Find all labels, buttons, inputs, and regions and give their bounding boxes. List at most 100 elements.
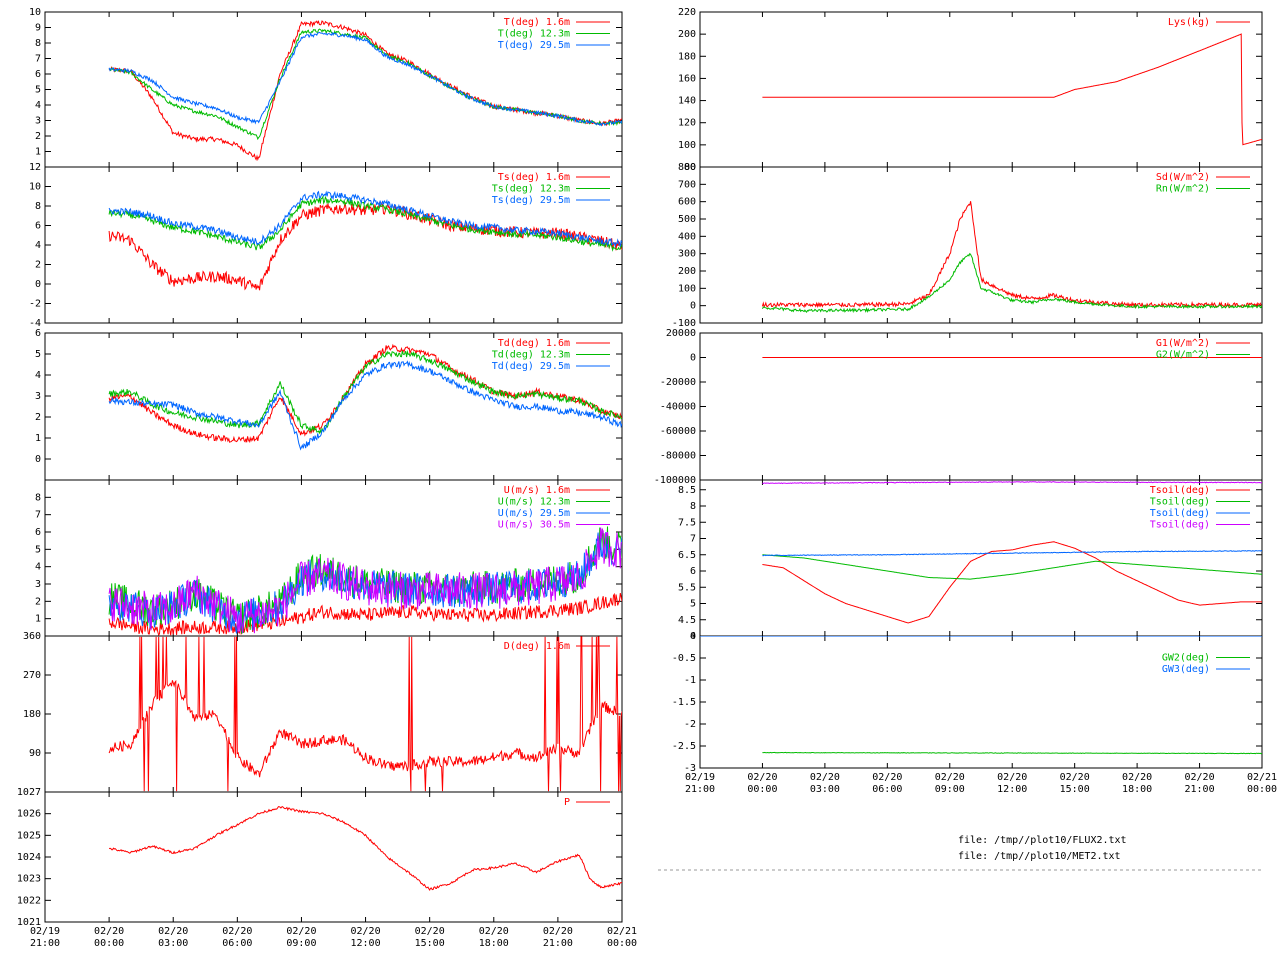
y-tick-label: 4.5 [678, 615, 696, 626]
x-tick-date: 02/20 [1185, 772, 1215, 783]
y-tick-label: 8 [35, 201, 41, 212]
y-tick-label: 6 [35, 527, 41, 538]
x-tick-date: 02/20 [479, 926, 509, 937]
panel-temp: 1 2 3 4 5 6 7 8 9 10 T(deg) 1.6mT(deg) 12.3mT(deg)… [29, 7, 623, 168]
series-line-wind-2 [108, 531, 622, 634]
legend-label: Tsoil(deg) [1150, 508, 1210, 519]
y-tick-label: 100 [678, 283, 696, 294]
y-tick-label: 160 [678, 73, 696, 84]
y-tick-label: 4 [35, 370, 41, 381]
y-tick-label: 80 [684, 162, 696, 173]
panel-lys: 80 100 120 140 160 180 200 220 Lys(kg) [678, 7, 1263, 173]
y-tick-label: 7 [35, 510, 41, 521]
y-tick-label: 120 [678, 118, 696, 129]
series-line-lys-0 [762, 33, 1262, 146]
y-tick-label: 1 [35, 614, 41, 625]
series-line-pressure-0 [108, 806, 622, 891]
legend-label: T(deg) 29.5m [498, 40, 570, 51]
y-tick-label: -40000 [660, 402, 696, 413]
legend-label: GW3(deg) [1162, 664, 1210, 675]
x-tick-time: 21:00 [30, 938, 60, 949]
series-line-wind-0 [108, 592, 622, 636]
y-tick-label: 0 [690, 631, 696, 642]
y-tick-label: 5 [35, 349, 41, 360]
y-tick-label: 4 [35, 100, 41, 111]
y-tick-label: 360 [23, 631, 41, 642]
legend-label: Td(deg) 1.6m [498, 338, 570, 349]
y-tick-label: 3 [35, 579, 41, 590]
y-tick-label: 1025 [17, 830, 41, 841]
y-tick-label: 1026 [17, 809, 41, 820]
series-line-td-2 [108, 360, 622, 451]
y-tick-label: -100000 [654, 475, 696, 486]
y-tick-label: 4 [35, 240, 41, 251]
legend-label: U(m/s) 30.5m [498, 520, 570, 531]
series-line-rad-1 [761, 252, 1262, 314]
y-tick-label: 180 [23, 709, 41, 720]
x-tick-date: 02/20 [935, 772, 965, 783]
series-line-ts-0 [108, 201, 622, 291]
y-tick-label: 5 [35, 544, 41, 555]
y-tick-label: 3 [35, 391, 41, 402]
y-tick-label: 2 [35, 596, 41, 607]
y-tick-label: 800 [678, 162, 696, 173]
panel-dir: 90 180 270 360 D(deg) 1.6m [23, 631, 623, 793]
x-tick-time: 06:00 [872, 784, 902, 795]
series-line-td-1 [108, 349, 622, 435]
y-tick-label: 8 [35, 38, 41, 49]
y-tick-label: -100 [672, 318, 696, 329]
file-note-flux: file: /tmp//plot10/FLUX2.txt [958, 835, 1127, 846]
series-line-temp-2 [108, 31, 622, 127]
legend-label: GW2(deg) [1162, 653, 1210, 664]
x-tick-date: 02/20 [351, 926, 381, 937]
y-tick-label: 2 [35, 412, 41, 423]
y-tick-label: 600 [678, 197, 696, 208]
x-tick-time: 12:00 [997, 784, 1027, 795]
y-tick-label: -80000 [660, 451, 696, 462]
x-tick-date: 02/20 [94, 926, 124, 937]
legend-label: Tsoil(deg) [1150, 485, 1210, 496]
x-tick-date: 02/21 [1247, 772, 1277, 783]
panel-frame [44, 635, 623, 793]
y-tick-label: 2 [35, 131, 41, 142]
x-tick-time: 09:00 [286, 938, 316, 949]
x-axis-left: 02/1921:0002/2000:0002/2003:0002/2006:00… [30, 926, 637, 949]
x-tick-date: 02/20 [810, 772, 840, 783]
y-tick-label: 220 [678, 7, 696, 18]
legend-label: G1(W/m^2) [1156, 338, 1210, 349]
y-tick-label: -2 [684, 719, 696, 730]
x-tick-time: 00:00 [747, 784, 777, 795]
y-tick-label: 0 [690, 301, 696, 312]
x-tick-time: 18:00 [479, 938, 509, 949]
y-tick-label: 5 [690, 599, 696, 610]
legend-label: T(deg) 12.3m [498, 29, 570, 40]
x-tick-time: 06:00 [222, 938, 252, 949]
y-tick-label: -20000 [660, 377, 696, 388]
x-tick-time: 21:00 [1185, 784, 1215, 795]
y-tick-label: 200 [678, 29, 696, 40]
series-line-tsoil-2 [762, 550, 1262, 557]
legend-label: T(deg) 1.6m [504, 17, 570, 28]
panel-gw: -3 -2.5 -2 -1.5 -1 -0.5 0 GW2(deg)GW3(deg) [672, 631, 1263, 774]
panel-frame [699, 166, 1263, 324]
y-tick-label: 6.5 [678, 550, 696, 561]
x-tick-time: 18:00 [1122, 784, 1152, 795]
y-tick-label: 6 [690, 566, 696, 577]
x-tick-date: 02/19 [685, 772, 715, 783]
legend-label: Tsoil(deg) [1150, 497, 1210, 508]
legend-label: P [564, 797, 570, 808]
x-tick-date: 02/20 [222, 926, 252, 937]
legend-label: Ts(deg) 29.5m [492, 195, 570, 206]
panel-rad: -100 0 100 200 300 400 500 600 700 800 Sd(W/m^2)Rn… [672, 162, 1263, 329]
y-tick-label: 8 [35, 492, 41, 503]
series-line-rad-0 [761, 201, 1262, 309]
series-line-gw-1 [762, 751, 1262, 755]
panel-pressure: 1021 1022 1023 1024 1025 1026 1027 P [17, 787, 623, 928]
y-tick-label: 3 [35, 116, 41, 127]
x-tick-time: 21:00 [543, 938, 573, 949]
y-tick-label: 180 [678, 51, 696, 62]
legend-label: U(m/s) 29.5m [498, 508, 570, 519]
x-tick-time: 03:00 [158, 938, 188, 949]
